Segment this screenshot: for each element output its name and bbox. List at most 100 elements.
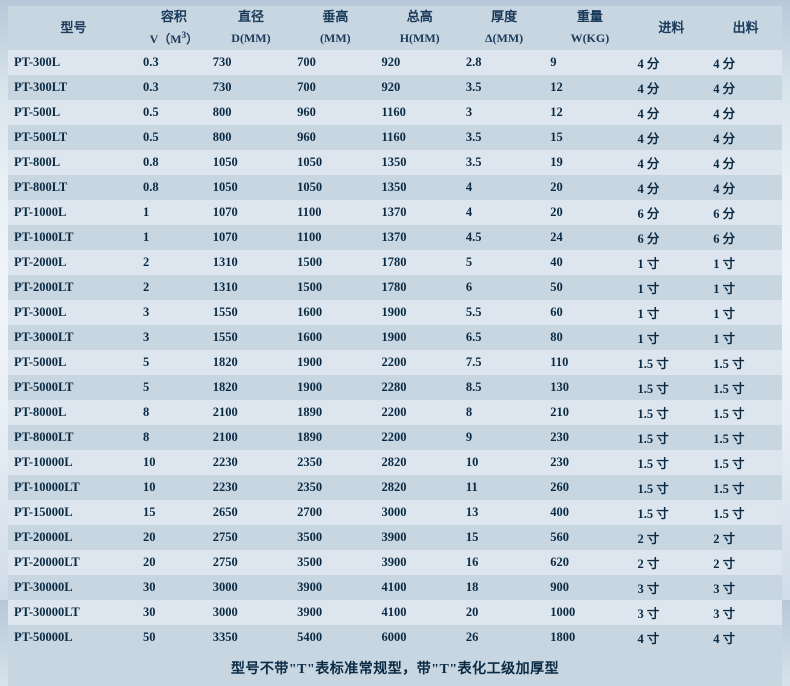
cell-vheight: 700 [293, 50, 377, 75]
cell-weight: 1000 [546, 600, 633, 625]
table-row: PT-500L0.580096011603124 分4 分 [8, 100, 782, 125]
cell-model: PT-500LT [8, 125, 139, 150]
cell-model: PT-8000L [8, 400, 139, 425]
table-row: PT-8000L821001890220082101.5 寸1.5 寸 [8, 400, 782, 425]
cell-vheight: 960 [293, 100, 377, 125]
cell-outlet: 1.5 寸 [709, 450, 782, 475]
cell-outlet: 3 寸 [709, 600, 782, 625]
cell-model: PT-300L [8, 50, 139, 75]
cell-thickness: 5 [462, 250, 546, 275]
header-weight-2: W(KG) [546, 28, 633, 51]
cell-model: PT-30000L [8, 575, 139, 600]
cell-outlet: 4 分 [709, 150, 782, 175]
cell-outlet: 1 寸 [709, 325, 782, 350]
table-row: PT-30000L30300039004100189003 寸3 寸 [8, 575, 782, 600]
cell-outlet: 2 寸 [709, 550, 782, 575]
cell-outlet: 1 寸 [709, 275, 782, 300]
cell-outlet: 4 分 [709, 100, 782, 125]
cell-inlet: 3 寸 [634, 600, 710, 625]
cell-thickness: 16 [462, 550, 546, 575]
cell-model: PT-1000L [8, 200, 139, 225]
cell-model: PT-2000L [8, 250, 139, 275]
cell-weight: 50 [546, 275, 633, 300]
cell-thickness: 3.5 [462, 75, 546, 100]
cell-model: PT-10000LT [8, 475, 139, 500]
cell-vheight: 2350 [293, 450, 377, 475]
cell-theight: 1780 [378, 275, 462, 300]
cell-inlet: 4 分 [634, 125, 710, 150]
cell-model: PT-5000LT [8, 375, 139, 400]
cell-volume: 8 [139, 400, 209, 425]
cell-outlet: 1 寸 [709, 250, 782, 275]
cell-thickness: 10 [462, 450, 546, 475]
cell-thickness: 20 [462, 600, 546, 625]
cell-weight: 20 [546, 175, 633, 200]
cell-model: PT-10000L [8, 450, 139, 475]
cell-diameter: 3350 [209, 625, 293, 650]
cell-outlet: 1.5 寸 [709, 475, 782, 500]
table-row: PT-5000L51820190022007.51101.5 寸1.5 寸 [8, 350, 782, 375]
cell-weight: 900 [546, 575, 633, 600]
cell-theight: 3000 [378, 500, 462, 525]
cell-outlet: 4 分 [709, 75, 782, 100]
cell-inlet: 1.5 寸 [634, 500, 710, 525]
cell-outlet: 4 分 [709, 50, 782, 75]
cell-weight: 260 [546, 475, 633, 500]
table-header: 型号 容积 直径 垂高 总高 厚度 重量 进料 出料 V（M3） D(MM) (… [8, 6, 782, 50]
cell-volume: 8 [139, 425, 209, 450]
table-row: PT-800LT0.81050105013504204 分4 分 [8, 175, 782, 200]
header-theight-1: 总高 [378, 6, 462, 28]
cell-volume: 0.5 [139, 125, 209, 150]
table-row: PT-50000L503350540060002618004 寸4 寸 [8, 625, 782, 650]
cell-inlet: 4 分 [634, 75, 710, 100]
header-vheight-2: (MM) [293, 28, 377, 51]
cell-diameter: 1050 [209, 175, 293, 200]
cell-vheight: 3500 [293, 525, 377, 550]
cell-weight: 60 [546, 300, 633, 325]
header-diameter-2: D(MM) [209, 28, 293, 51]
cell-inlet: 1 寸 [634, 275, 710, 300]
cell-inlet: 1 寸 [634, 250, 710, 275]
cell-outlet: 1.5 寸 [709, 400, 782, 425]
cell-model: PT-1000LT [8, 225, 139, 250]
cell-volume: 10 [139, 450, 209, 475]
header-inlet: 进料 [634, 6, 710, 50]
cell-model: PT-15000L [8, 500, 139, 525]
cell-diameter: 2100 [209, 400, 293, 425]
cell-inlet: 4 寸 [634, 625, 710, 650]
cell-thickness: 3.5 [462, 150, 546, 175]
cell-weight: 9 [546, 50, 633, 75]
cell-weight: 12 [546, 100, 633, 125]
table-row: PT-3000L31550160019005.5601 寸1 寸 [8, 300, 782, 325]
cell-weight: 24 [546, 225, 633, 250]
cell-diameter: 3000 [209, 575, 293, 600]
cell-inlet: 1.5 寸 [634, 375, 710, 400]
cell-diameter: 800 [209, 100, 293, 125]
cell-volume: 30 [139, 600, 209, 625]
cell-theight: 1160 [378, 100, 462, 125]
cell-inlet: 2 寸 [634, 550, 710, 575]
cell-outlet: 1.5 寸 [709, 375, 782, 400]
cell-vheight: 1050 [293, 150, 377, 175]
table-row: PT-30000LT303000390041002010003 寸3 寸 [8, 600, 782, 625]
cell-model: PT-20000LT [8, 550, 139, 575]
cell-inlet: 4 分 [634, 50, 710, 75]
cell-diameter: 2650 [209, 500, 293, 525]
table-row: PT-8000LT821001890220092301.5 寸1.5 寸 [8, 425, 782, 450]
cell-weight: 19 [546, 150, 633, 175]
cell-volume: 3 [139, 325, 209, 350]
cell-volume: 3 [139, 300, 209, 325]
cell-vheight: 3900 [293, 600, 377, 625]
cell-model: PT-800LT [8, 175, 139, 200]
cell-outlet: 1.5 寸 [709, 500, 782, 525]
cell-model: PT-20000L [8, 525, 139, 550]
cell-weight: 560 [546, 525, 633, 550]
header-volume-2: V（M3） [139, 28, 209, 51]
header-model: 型号 [8, 6, 139, 50]
cell-weight: 230 [546, 450, 633, 475]
cell-thickness: 11 [462, 475, 546, 500]
cell-inlet: 4 分 [634, 175, 710, 200]
cell-thickness: 7.5 [462, 350, 546, 375]
cell-theight: 2820 [378, 475, 462, 500]
cell-weight: 130 [546, 375, 633, 400]
